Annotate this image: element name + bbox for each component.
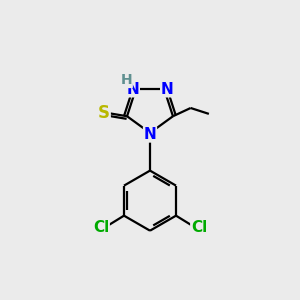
Text: Cl: Cl [191,220,207,235]
Text: N: N [144,127,156,142]
Text: N: N [127,82,139,97]
Text: N: N [161,82,173,97]
Text: S: S [98,104,110,122]
Text: Cl: Cl [93,220,109,235]
Text: H: H [121,74,132,87]
